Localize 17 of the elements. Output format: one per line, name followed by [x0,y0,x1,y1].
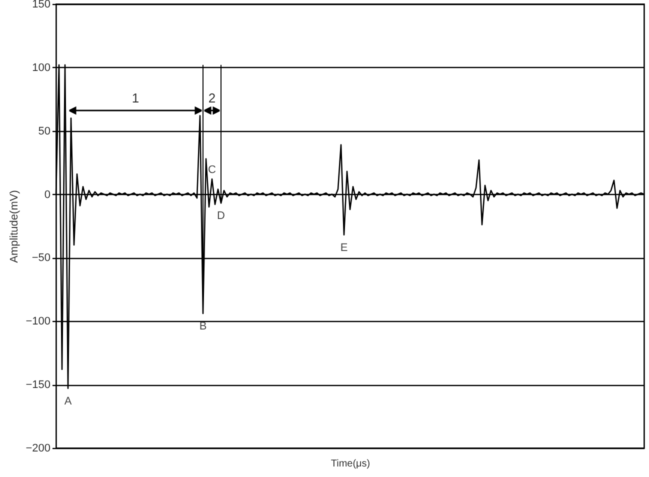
annotation: E [340,242,348,254]
y-tick-label: 150 [32,0,50,10]
annotation: C [208,164,216,176]
y-tick-label: −100 [26,316,50,328]
y-tick-label: −150 [26,379,50,392]
x-axis-title: Time(μs) [330,458,370,470]
y-tick-label: −50 [32,252,50,264]
y-tick-label: 100 [32,62,50,74]
annotation: 2 [208,90,216,106]
annotation: A [64,395,72,408]
annotation: D [217,210,226,222]
y-tick-label: 0 [44,188,50,201]
y-axis-title: Amplitude(mV) [8,190,21,263]
y-tick-label: −200 [26,442,50,454]
annotation: 1 [132,90,140,106]
annotation: B [199,320,207,333]
y-tick-label: 50 [38,125,50,138]
